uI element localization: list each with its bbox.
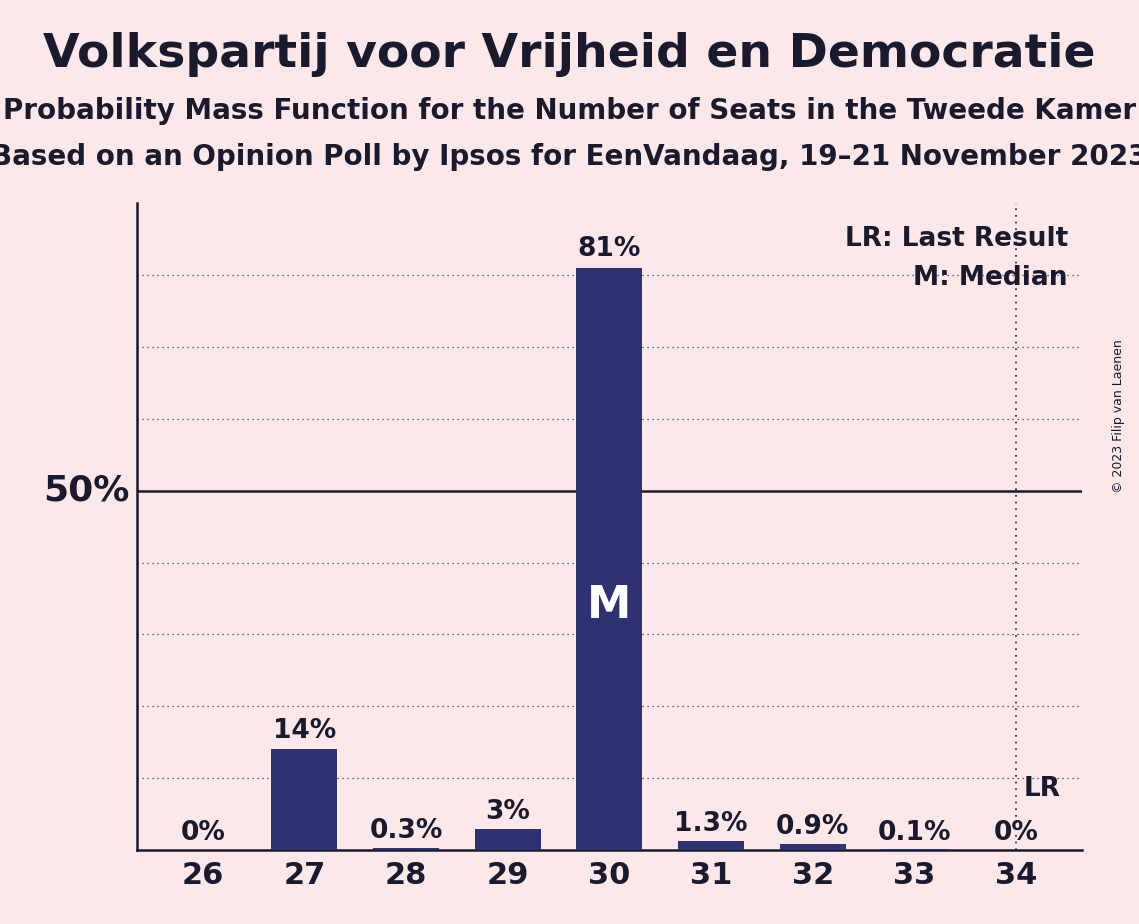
Text: LR: LR — [1024, 776, 1062, 802]
Text: 14%: 14% — [272, 718, 336, 744]
Text: 0%: 0% — [993, 821, 1039, 846]
Text: 81%: 81% — [577, 237, 641, 262]
Text: Based on an Opinion Poll by Ipsos for EenVandaag, 19–21 November 2023: Based on an Opinion Poll by Ipsos for Ee… — [0, 143, 1139, 171]
Text: LR: Last Result: LR: Last Result — [845, 226, 1068, 252]
Bar — [271, 749, 337, 850]
Bar — [576, 268, 642, 850]
Text: 0%: 0% — [180, 821, 226, 846]
Text: M: M — [588, 584, 631, 627]
Text: 0.1%: 0.1% — [877, 820, 951, 845]
Text: M: Median: M: Median — [913, 265, 1068, 291]
Text: Volkspartij voor Vrijheid en Democratie: Volkspartij voor Vrijheid en Democratie — [43, 32, 1096, 78]
Bar — [475, 829, 541, 850]
Text: 0.3%: 0.3% — [369, 819, 443, 845]
Text: 3%: 3% — [485, 799, 530, 825]
Text: © 2023 Filip van Laenen: © 2023 Filip van Laenen — [1112, 339, 1125, 492]
Bar — [779, 844, 845, 850]
Bar — [678, 841, 744, 850]
Text: Probability Mass Function for the Number of Seats in the Tweede Kamer: Probability Mass Function for the Number… — [3, 97, 1136, 125]
Text: 1.3%: 1.3% — [674, 811, 748, 837]
Text: 0.9%: 0.9% — [776, 814, 850, 840]
Bar — [372, 848, 440, 850]
Text: 50%: 50% — [43, 474, 130, 508]
